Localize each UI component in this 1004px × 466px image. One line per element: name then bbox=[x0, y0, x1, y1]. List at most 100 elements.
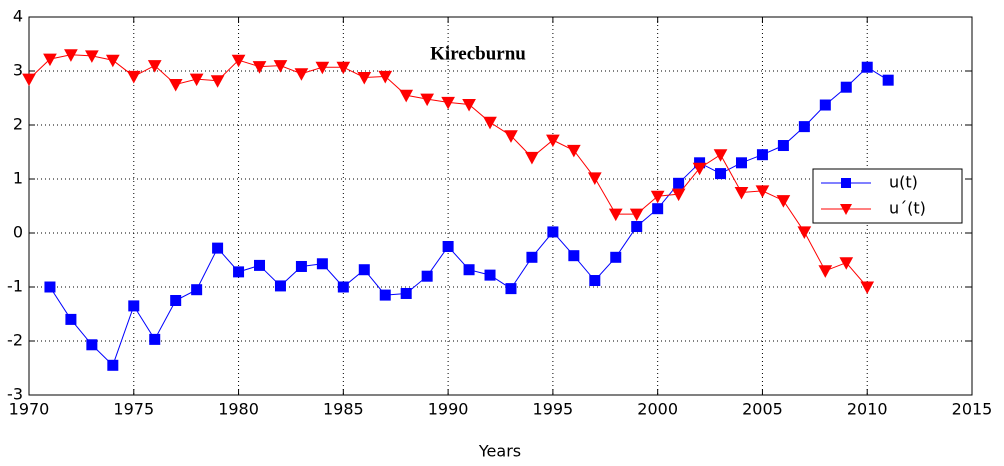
legend-marker bbox=[841, 178, 851, 188]
data-point bbox=[671, 188, 686, 202]
data-point bbox=[692, 162, 707, 176]
data-point bbox=[337, 281, 349, 293]
data-point bbox=[126, 70, 141, 84]
data-point bbox=[233, 266, 245, 278]
x-axis-label: Years bbox=[478, 442, 521, 461]
data-point bbox=[462, 98, 476, 112]
x-tick-label: 2005 bbox=[742, 400, 783, 419]
data-point bbox=[315, 61, 330, 75]
data-point bbox=[673, 177, 685, 189]
data-point bbox=[587, 172, 602, 185]
data-point bbox=[295, 260, 307, 272]
legend-label: u´(t) bbox=[889, 199, 926, 218]
data-point bbox=[484, 269, 496, 281]
plot-frame bbox=[28, 16, 973, 396]
data-point bbox=[798, 121, 810, 133]
data-point bbox=[776, 195, 791, 208]
data-point bbox=[818, 265, 833, 278]
data-point bbox=[358, 264, 370, 276]
data-point bbox=[819, 99, 831, 111]
legend-label: u(t) bbox=[889, 173, 918, 192]
data-point bbox=[65, 313, 77, 325]
chart-title: Kirecburnu bbox=[430, 43, 526, 64]
data-point bbox=[274, 280, 286, 292]
data-point bbox=[273, 60, 288, 73]
x-tick-label: 2015 bbox=[952, 400, 993, 419]
data-point bbox=[420, 93, 434, 107]
data-point bbox=[525, 151, 539, 165]
y-tick-label: 4 bbox=[13, 7, 23, 26]
data-point bbox=[22, 73, 36, 87]
data-point bbox=[526, 251, 538, 263]
y-tick-label: 1 bbox=[13, 169, 23, 188]
data-point bbox=[715, 168, 727, 180]
data-point bbox=[483, 116, 497, 130]
data-point bbox=[149, 333, 161, 345]
data-point bbox=[442, 241, 454, 252]
data-point bbox=[43, 53, 57, 67]
data-point bbox=[589, 275, 601, 287]
data-point bbox=[631, 221, 643, 233]
data-point bbox=[64, 49, 78, 62]
data-point bbox=[400, 287, 412, 299]
data-point bbox=[85, 50, 99, 63]
data-point bbox=[378, 70, 393, 84]
data-point bbox=[756, 149, 768, 161]
data-point bbox=[505, 283, 517, 295]
data-point bbox=[713, 149, 728, 162]
data-point bbox=[399, 89, 414, 103]
data-point bbox=[254, 259, 266, 271]
data-point bbox=[797, 226, 812, 239]
x-tick-label: 1990 bbox=[428, 400, 469, 419]
data-point bbox=[734, 187, 749, 200]
data-point bbox=[547, 226, 559, 238]
data-point bbox=[755, 185, 770, 198]
legend-marker bbox=[840, 204, 852, 215]
data-point bbox=[128, 300, 140, 312]
data-point bbox=[44, 281, 56, 293]
data-point bbox=[421, 270, 433, 282]
data-point bbox=[568, 250, 580, 262]
data-point bbox=[168, 79, 183, 92]
data-point bbox=[212, 242, 224, 254]
data-point bbox=[210, 75, 225, 88]
data-point bbox=[610, 251, 622, 263]
data-point bbox=[316, 258, 328, 270]
x-tick-label: 2000 bbox=[637, 400, 678, 419]
data-point bbox=[861, 61, 873, 73]
data-point bbox=[357, 71, 372, 85]
data-point bbox=[86, 339, 98, 351]
data-point bbox=[840, 81, 852, 93]
x-tick-label: 1970 bbox=[9, 400, 50, 419]
x-tick-label: 1985 bbox=[323, 400, 364, 419]
data-point bbox=[882, 74, 894, 86]
x-tick-label: 1995 bbox=[533, 400, 574, 419]
data-point bbox=[336, 61, 351, 75]
data-point bbox=[191, 284, 203, 296]
data-point bbox=[189, 73, 204, 87]
x-tick-label: 1980 bbox=[218, 400, 259, 419]
data-point bbox=[608, 208, 623, 222]
data-point bbox=[839, 257, 854, 270]
data-point bbox=[629, 208, 644, 222]
data-point bbox=[777, 140, 789, 152]
data-point bbox=[546, 134, 560, 148]
data-point bbox=[252, 61, 267, 74]
data-point bbox=[652, 203, 664, 215]
data-point bbox=[463, 264, 475, 276]
data-point bbox=[105, 54, 120, 68]
data-point bbox=[650, 190, 665, 204]
legend: u(t) u´(t) bbox=[812, 168, 963, 224]
data-point bbox=[231, 54, 246, 68]
y-tick-label: -1 bbox=[7, 277, 23, 296]
data-point bbox=[567, 144, 581, 158]
data-point bbox=[294, 68, 309, 81]
data-point bbox=[147, 60, 162, 73]
x-tick-label: 1975 bbox=[113, 400, 154, 419]
data-point bbox=[860, 281, 875, 295]
y-tick-label: -2 bbox=[7, 331, 23, 350]
y-tick-label: 2 bbox=[13, 115, 23, 134]
y-tick-label: 0 bbox=[13, 223, 23, 242]
data-point bbox=[441, 96, 455, 110]
